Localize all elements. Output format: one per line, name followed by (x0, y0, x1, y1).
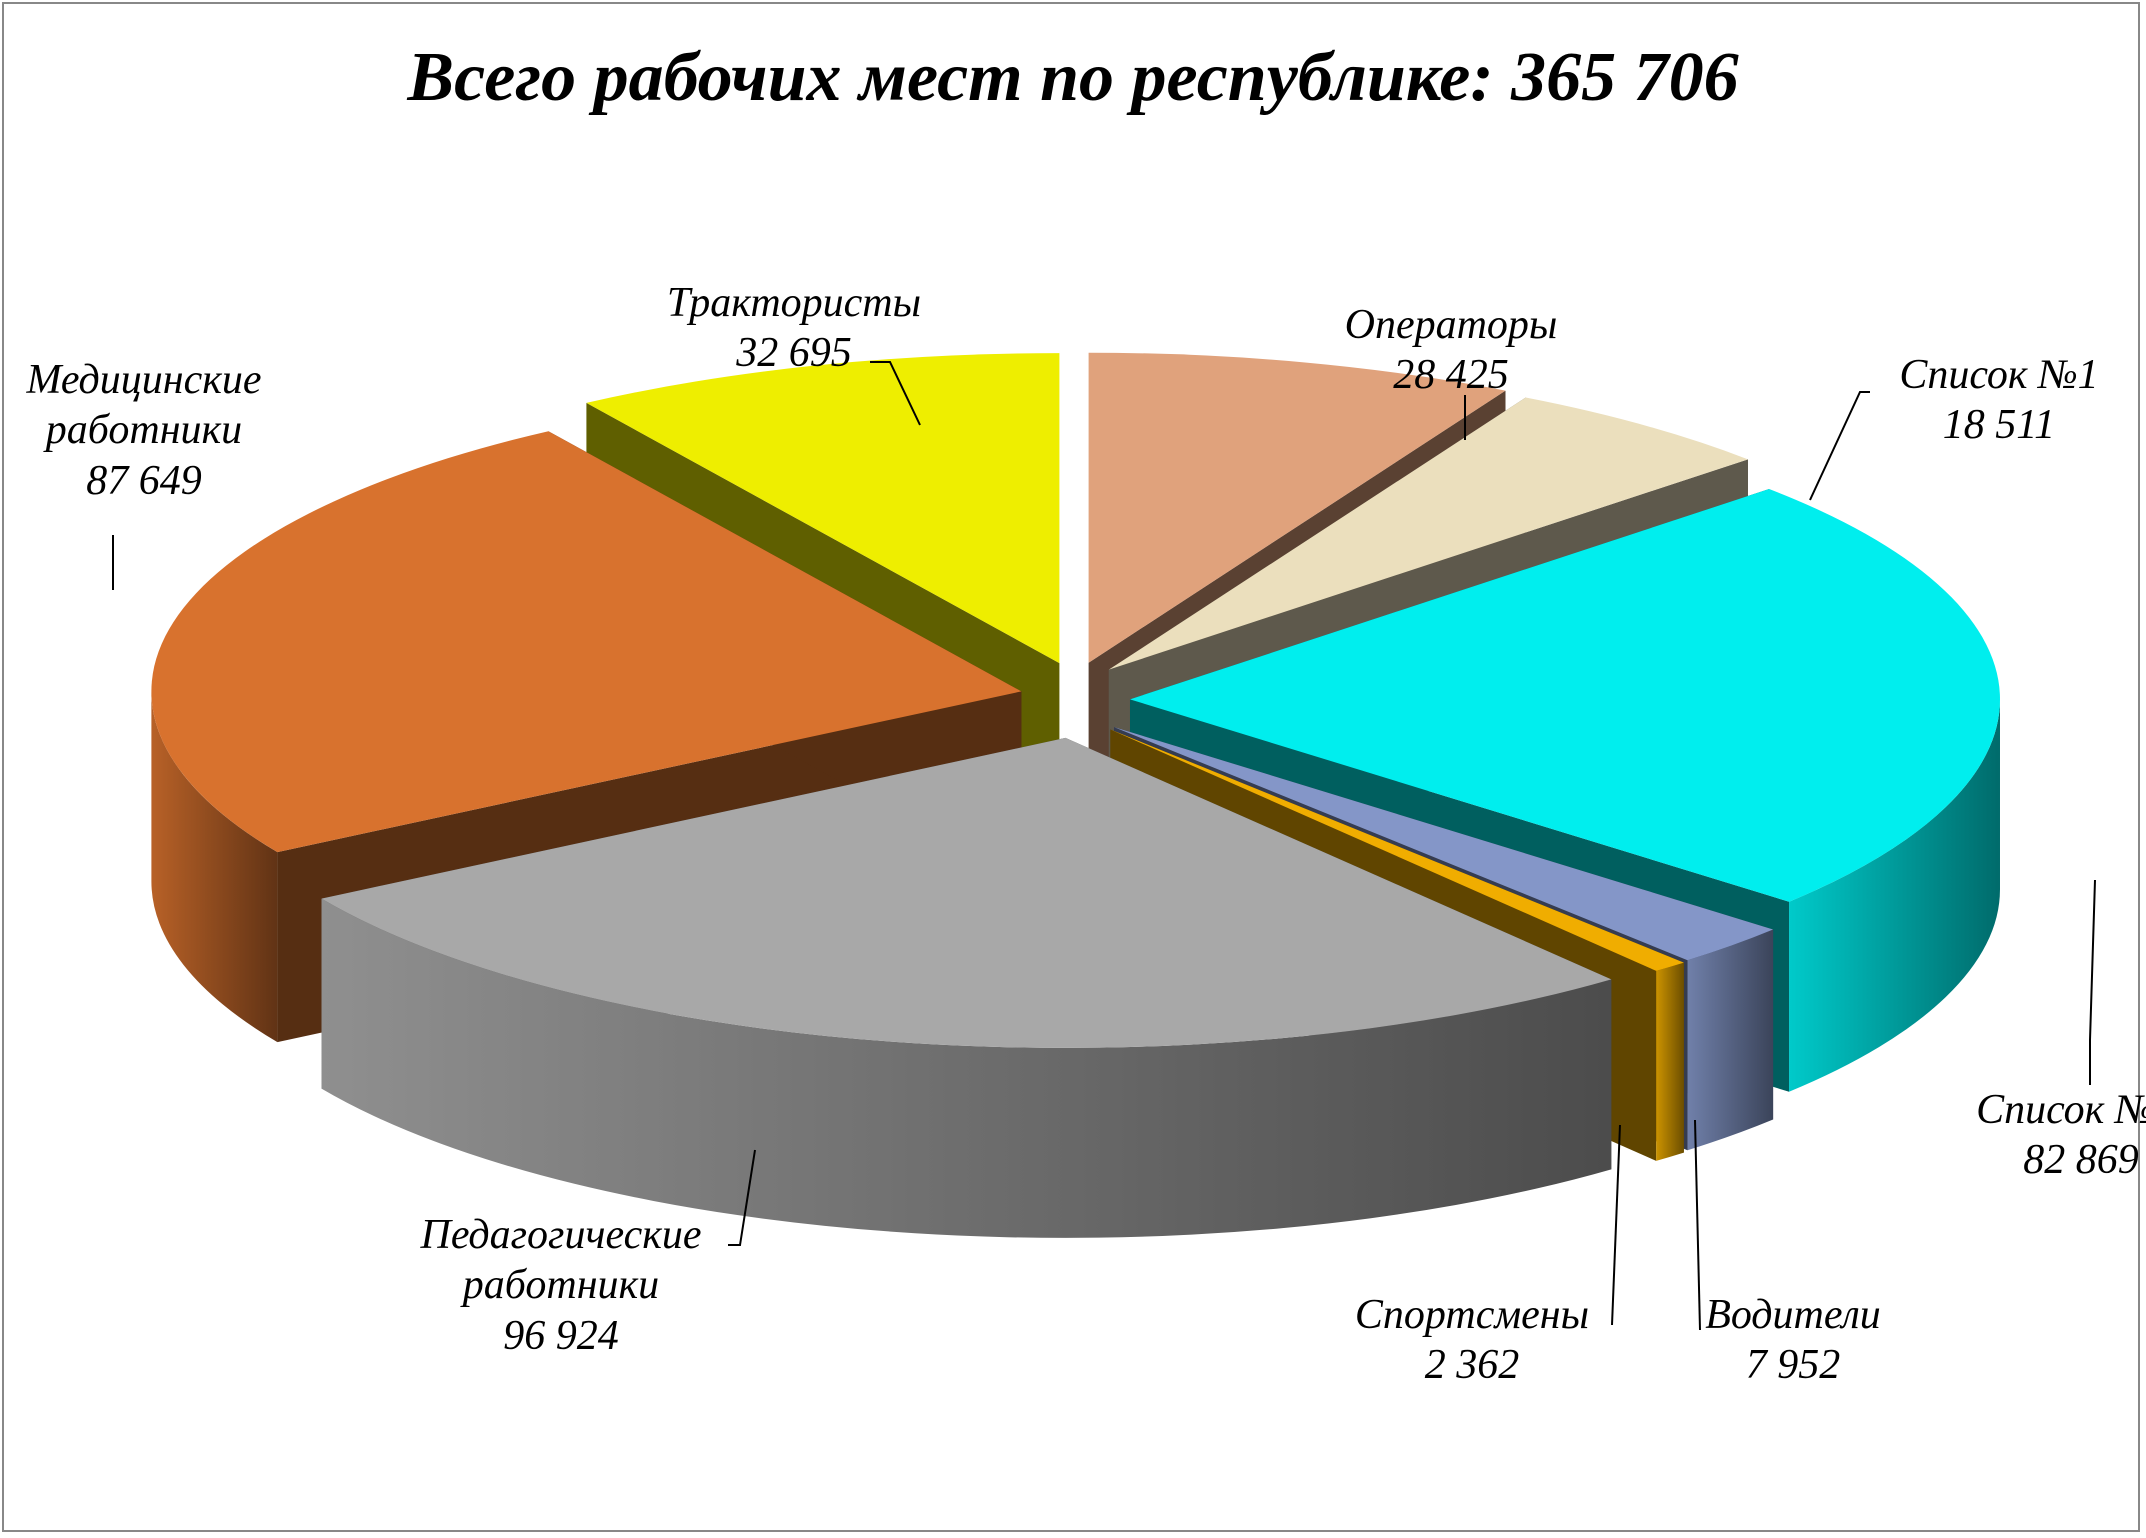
value-label: 2 362 (1424, 1342, 1520, 1389)
value-label: 87 649 (86, 457, 202, 504)
slice-top (1114, 727, 1774, 961)
value-label: 82 869 (2023, 1137, 2139, 1184)
value-label: 32 695 (736, 330, 852, 377)
slice-outer-wall (1656, 962, 1684, 1161)
leader-line (1611, 1124, 1621, 1326)
data-label: Список № 282 869 (1881, 1085, 2146, 1186)
value-label: 96 924 (503, 1312, 619, 1359)
category-label: Операторы (1344, 302, 1558, 348)
category-label: Список № 2 (1976, 1087, 2146, 1133)
leader-line (1694, 1119, 1701, 1331)
chart-title: Всего рабочих мест по республике: 365 70… (407, 39, 1739, 116)
slice-top (151, 431, 1022, 853)
category-label: Трактористы (666, 280, 922, 326)
slice-top (321, 737, 1612, 1048)
slice-top (1129, 489, 2000, 902)
leader-line (728, 1149, 756, 1246)
slice-top (1088, 352, 1506, 663)
data-label: Водители 7 952 (1593, 1290, 1993, 1391)
leader-line (1809, 391, 1870, 501)
slice-top (1110, 729, 1684, 971)
data-label: Список №1 18 511 (1799, 350, 2146, 451)
pie-slice (321, 737, 1612, 1238)
data-label: Трактористы 32 695 (594, 278, 994, 379)
category-label: Медицинские работники (26, 357, 262, 454)
slice-outer-wall (1789, 699, 2000, 1092)
data-label: Педагогические работники 96 924 (401, 1210, 721, 1361)
slice-outer-wall (1687, 929, 1774, 1151)
value-label: 28 425 (1393, 352, 1509, 399)
value-label: 7 952 (1745, 1342, 1841, 1389)
slice-top (1108, 397, 1748, 670)
data-label: Операторы 28 425 (1251, 300, 1651, 401)
leader-line (870, 361, 921, 426)
value-label: 18 511 (1942, 402, 2056, 449)
slice-top (586, 353, 1060, 664)
data-label: Спортсмены 2 362 (1272, 1290, 1672, 1391)
category-label: Водители (1705, 1292, 1881, 1338)
category-label: Список №1 (1899, 352, 2099, 398)
slice-outer-wall (151, 691, 278, 1043)
data-label: Медицинские работники 87 649 (9, 355, 279, 506)
category-label: Спортсмены (1354, 1292, 1590, 1338)
category-label: Педагогические работники (420, 1212, 702, 1309)
leader-line (2089, 879, 2096, 1085)
slice-outer-wall (321, 898, 1612, 1238)
